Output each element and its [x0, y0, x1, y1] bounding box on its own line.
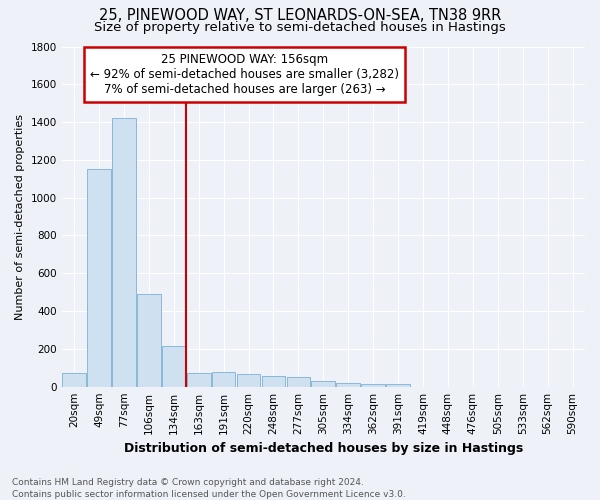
- Bar: [187, 372, 211, 386]
- Y-axis label: Number of semi-detached properties: Number of semi-detached properties: [15, 114, 25, 320]
- Text: Size of property relative to semi-detached houses in Hastings: Size of property relative to semi-detach…: [94, 21, 506, 34]
- Text: Contains HM Land Registry data © Crown copyright and database right 2024.
Contai: Contains HM Land Registry data © Crown c…: [12, 478, 406, 499]
- Bar: [262, 376, 286, 386]
- Bar: [212, 372, 235, 386]
- Bar: [337, 383, 360, 386]
- Bar: [287, 377, 310, 386]
- Bar: [361, 384, 385, 386]
- Bar: [237, 374, 260, 386]
- Text: 25, PINEWOOD WAY, ST LEONARDS-ON-SEA, TN38 9RR: 25, PINEWOOD WAY, ST LEONARDS-ON-SEA, TN…: [99, 8, 501, 23]
- Text: 25 PINEWOOD WAY: 156sqm
← 92% of semi-detached houses are smaller (3,282)
7% of : 25 PINEWOOD WAY: 156sqm ← 92% of semi-de…: [91, 54, 400, 96]
- Bar: [112, 118, 136, 386]
- Bar: [87, 170, 111, 386]
- Bar: [311, 381, 335, 386]
- Bar: [386, 384, 410, 386]
- X-axis label: Distribution of semi-detached houses by size in Hastings: Distribution of semi-detached houses by …: [124, 442, 523, 455]
- Bar: [137, 294, 161, 386]
- Bar: [162, 346, 185, 387]
- Bar: [62, 372, 86, 386]
